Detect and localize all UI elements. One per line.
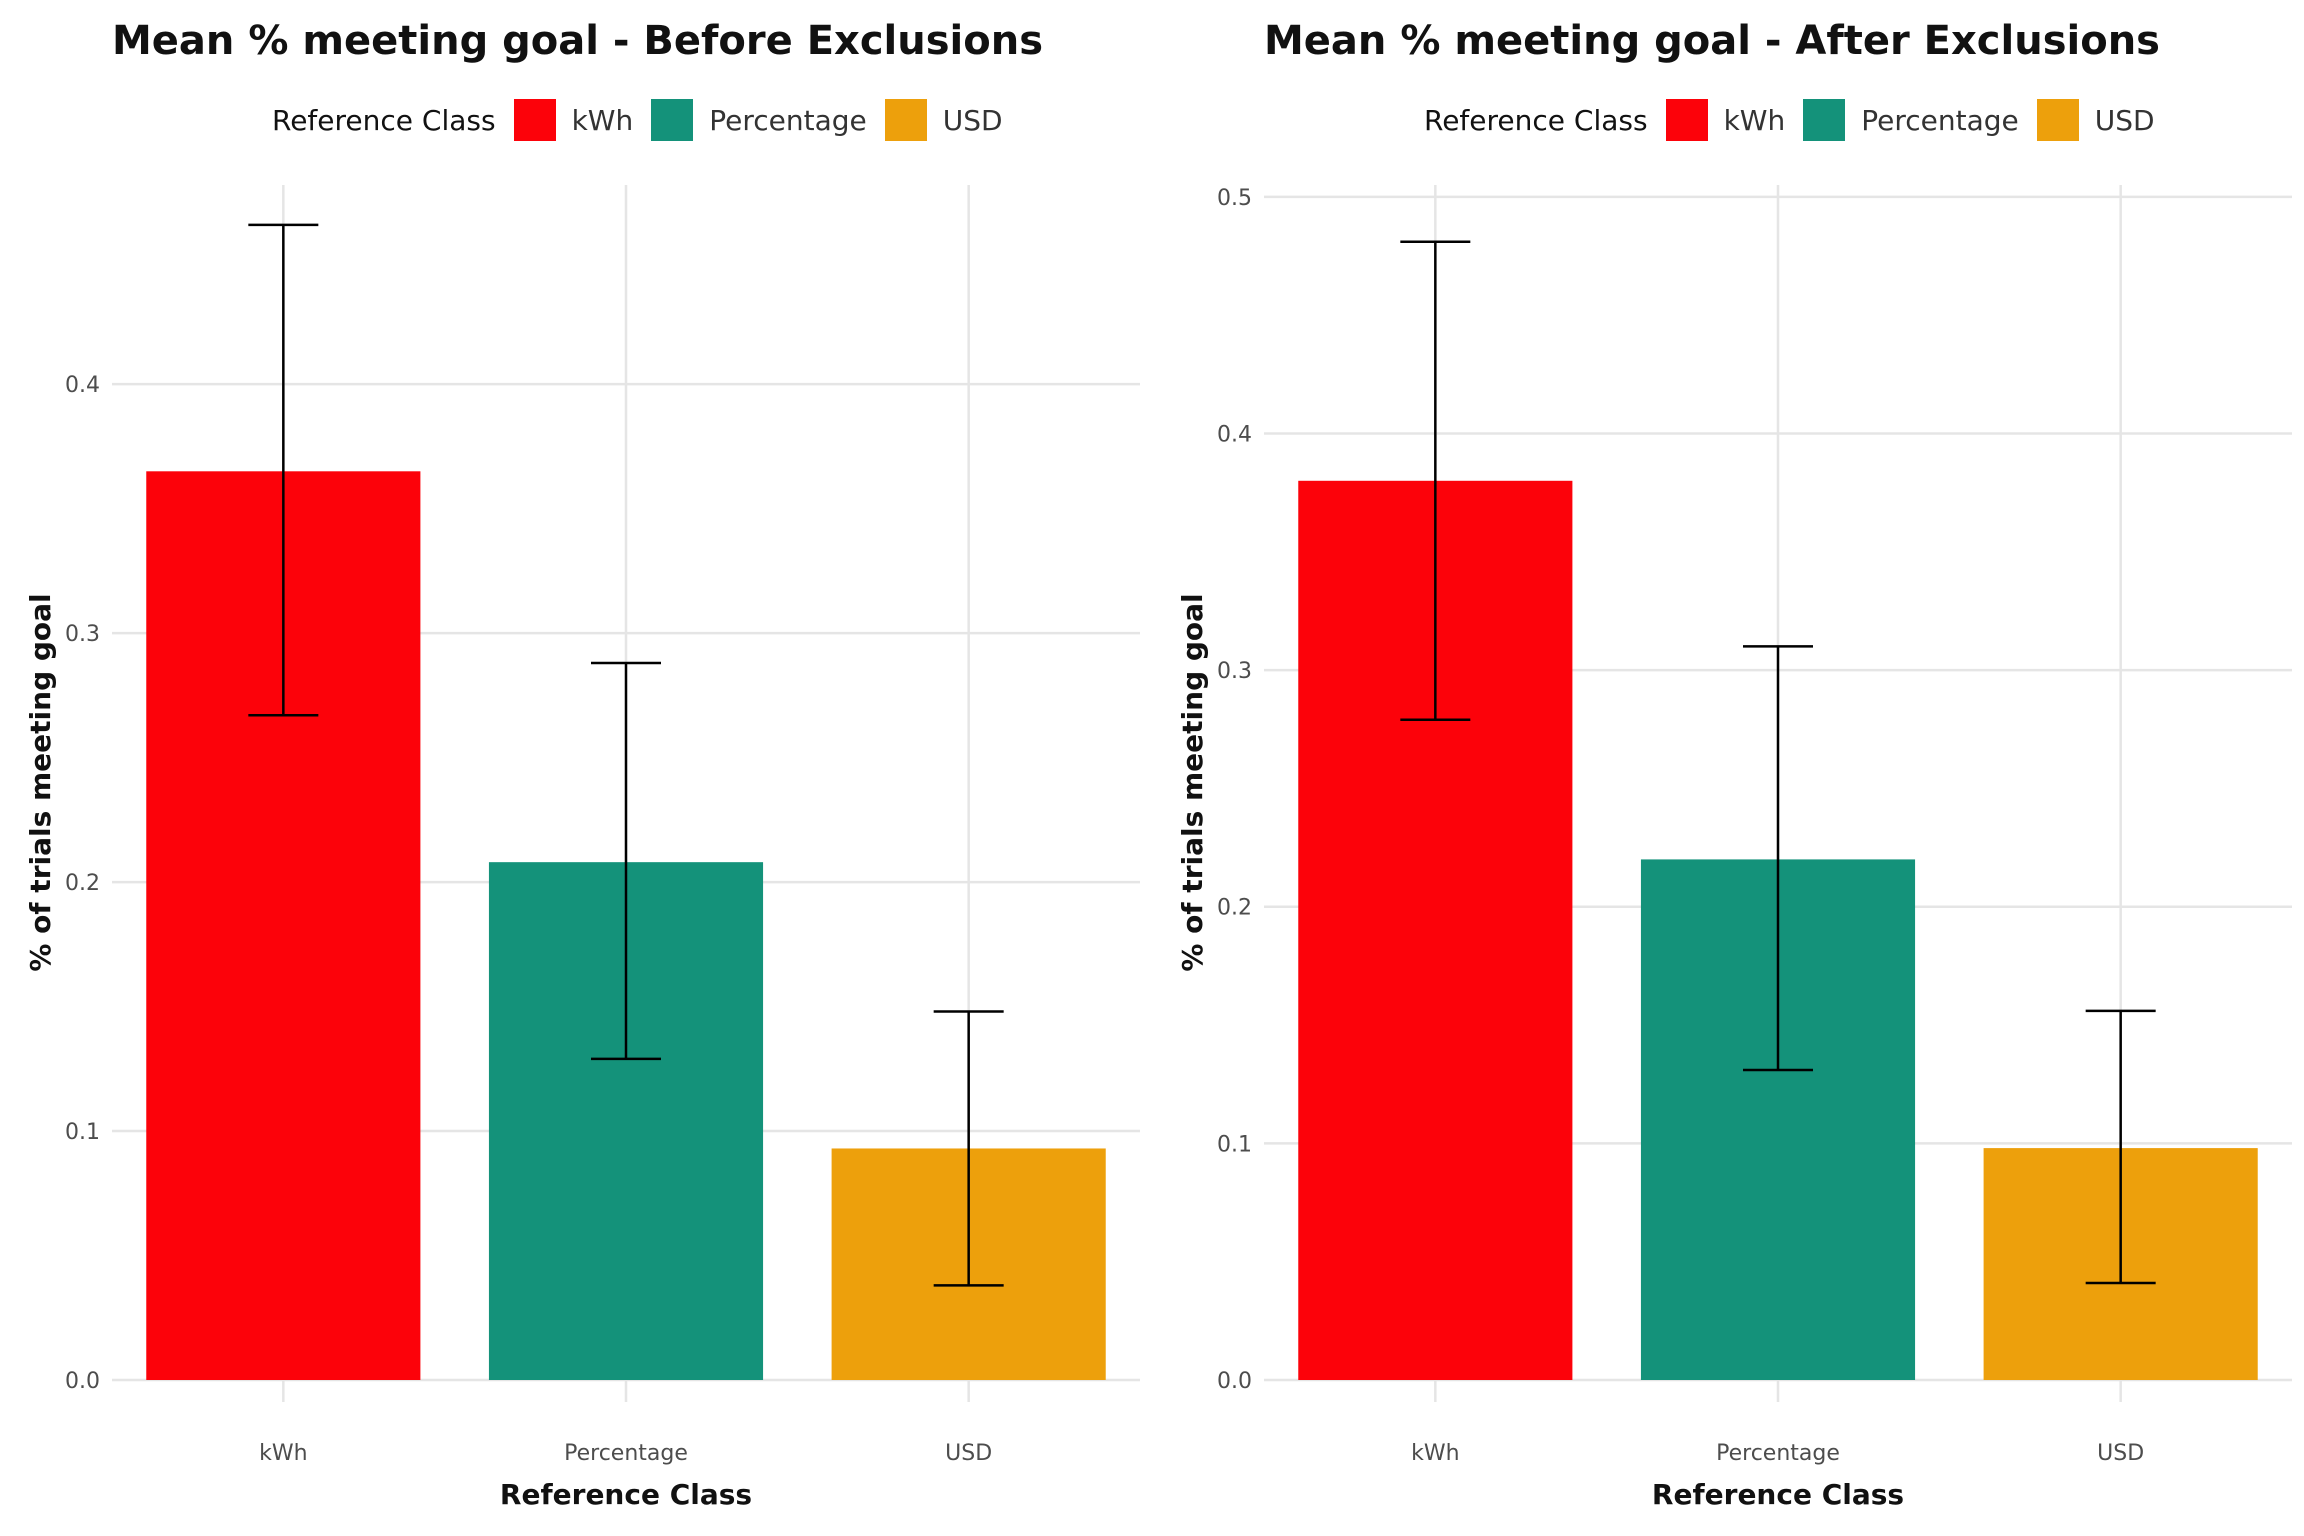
legend-item-kwh: kWh [1665, 99, 1786, 141]
y-tick-label: 0.3 [1217, 659, 1252, 684]
y-tick-label: 0.2 [65, 871, 100, 896]
legend-swatch [884, 99, 927, 141]
y-axis-title: % of trials meeting goal [1176, 593, 1209, 971]
legend-item-usd: USD [2036, 99, 2155, 141]
y-tick-label: 0.1 [65, 1120, 100, 1145]
legend-swatch [1803, 99, 1846, 141]
chart-panel-before: Mean % meeting goal - Before Exclusions … [24, 18, 1140, 1511]
x-tick-label: USD [2097, 1441, 2144, 1466]
legend-label: USD [2094, 103, 2155, 137]
y-tick-label: 0.3 [65, 622, 100, 647]
y-tick-label: 0.0 [65, 1369, 100, 1394]
legend-item-usd: USD [884, 99, 1003, 141]
x-tick-label: Percentage [564, 1441, 688, 1466]
x-axis-title: Reference Class [500, 1478, 752, 1511]
plot-area: 0.0 0.1 0.2 0.3 0.4 0.5 kWh Percentage USD Refere… [1176, 185, 2292, 1511]
x-tick-label: kWh [259, 1441, 307, 1466]
legend-label: kWh [1723, 103, 1786, 137]
legend: Reference Class kWh Percentage USD [1424, 98, 2173, 142]
x-tick-label: USD [945, 1441, 992, 1466]
legend: Reference Class kWh Percentage USD [272, 98, 1021, 142]
legend-item-percentage: Percentage [1803, 99, 2019, 141]
legend-label: Percentage [1861, 103, 2019, 137]
legend-item-percentage: Percentage [651, 99, 867, 141]
x-tick-label: Percentage [1716, 1441, 1840, 1466]
legend-swatch [651, 99, 694, 141]
y-axis-title: % of trials meeting goal [24, 593, 57, 971]
legend-swatch [1665, 99, 1708, 141]
y-tick-label: 0.5 [1217, 186, 1252, 211]
y-tick-label: 0.4 [65, 373, 100, 398]
chart-title: Mean % meeting goal - Before Exclusions [112, 18, 1043, 64]
x-tick-label: kWh [1411, 1441, 1459, 1466]
legend-label: USD [942, 103, 1003, 137]
legend-title: Reference Class [272, 103, 496, 137]
chart-title: Mean % meeting goal - After Exclusions [1264, 18, 2160, 64]
y-tick-label: 0.2 [1217, 896, 1252, 921]
plot-area: 0.0 0.1 0.2 0.3 0.4 kWh Percentage USD Reference… [24, 185, 1140, 1511]
y-tick-label: 0.0 [1217, 1369, 1252, 1394]
y-tick-label: 0.1 [1217, 1132, 1252, 1157]
legend-item-kwh: kWh [513, 99, 634, 141]
legend-title: Reference Class [1424, 103, 1648, 137]
legend-swatch [2036, 99, 2079, 141]
legend-swatch [513, 99, 556, 141]
x-axis-title: Reference Class [1652, 1478, 1904, 1511]
y-tick-label: 0.4 [1217, 422, 1252, 447]
legend-label: kWh [571, 103, 634, 137]
chart-panel-after: Mean % meeting goal - After Exclusions R… [1152, 0, 2304, 1536]
legend-label: Percentage [709, 103, 867, 137]
